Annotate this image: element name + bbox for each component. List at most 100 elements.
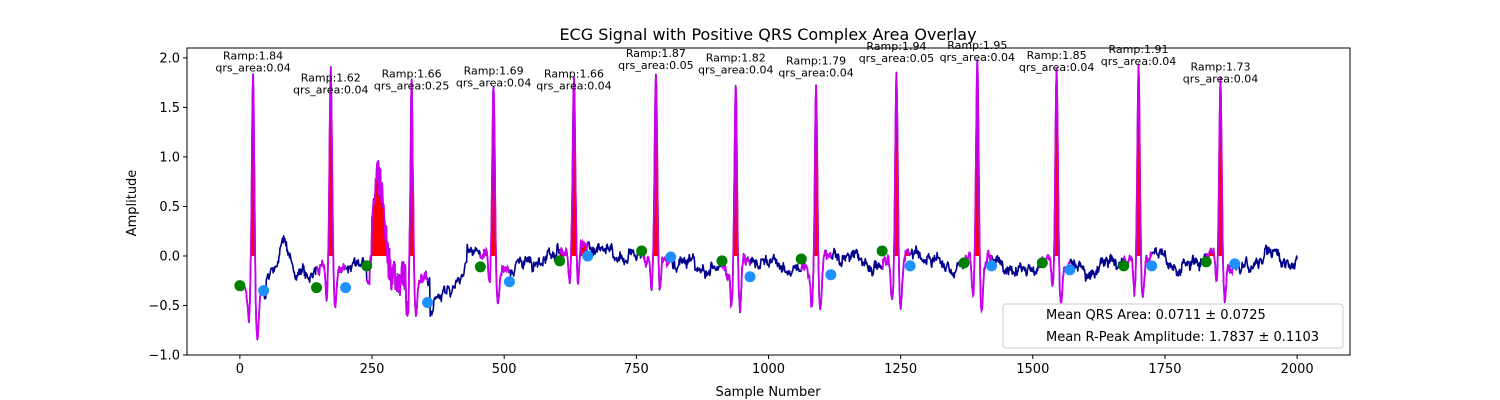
qrs-area-label: qrs_area:0.04 (940, 51, 1015, 64)
qrs-offset-marker (422, 297, 434, 309)
y-axis-ticks: −1.0 −0.5 0.0 0.5 1.0 1.5 2.0 (148, 51, 187, 364)
r-amplitude-label: Ramp:1.66 (382, 68, 442, 81)
qrs-offset-marker (665, 251, 677, 263)
qrs-offset-marker (1146, 260, 1158, 272)
r-amplitude-label: Ramp:1.91 (1109, 43, 1169, 56)
qrs-overlay-line (721, 85, 751, 313)
r-amplitude-label: Ramp:1.94 (866, 40, 926, 53)
qrs-area-label: qrs_area:0.04 (293, 84, 368, 97)
qrs-overlay-lines (239, 59, 1236, 340)
qrs-onset-marker (474, 261, 486, 273)
x-axis-label: Sample Number (715, 385, 821, 400)
qrs-overlay-line (1205, 76, 1236, 303)
qrs-offset-marker (340, 282, 352, 294)
qrs-overlay-line (315, 66, 347, 308)
qrs-area-fill (882, 72, 911, 257)
qrs-offset-marker (582, 250, 594, 262)
r-amplitude-label: Ramp:1.79 (786, 55, 846, 68)
qrs-offset-marker (1064, 264, 1076, 276)
qrs-overlay-line (365, 79, 429, 317)
legend: Mean QRS Area: 0.0711 ± 0.0725 Mean R-Pe… (1002, 303, 1344, 349)
r-amplitude-label: Ramp:1.84 (223, 50, 283, 63)
y-axis-label: Amplitude (125, 170, 140, 237)
r-amplitude-label: Ramp:1.85 (1027, 49, 1087, 62)
qrs-overlay-line (640, 74, 672, 291)
qrs-offset-marker (986, 260, 998, 272)
x-tick-label: 750 (624, 362, 649, 377)
r-amplitude-label: Ramp:1.95 (947, 39, 1007, 52)
qrs-area-label: qrs_area:0.04 (456, 77, 531, 90)
qrs-onset-marker (1200, 256, 1212, 268)
qrs-offset-marker (258, 285, 270, 297)
qrs-area-fill (801, 85, 831, 256)
legend-entry-r-amplitude: Mean R-Peak Amplitude: 1.7837 ± 0.1103 (1046, 330, 1319, 345)
r-amplitude-label: Ramp:1.69 (464, 65, 524, 78)
qrs-area-label: qrs_area:0.05 (618, 59, 693, 72)
qrs-area-fill (1206, 77, 1235, 256)
x-tick-label: 1250 (884, 362, 917, 377)
qrs-offset-marker (1229, 258, 1241, 270)
legend-entry-qrs-area: Mean QRS Area: 0.0711 ± 0.0725 (1046, 308, 1266, 323)
qrs-offset-marker (825, 269, 837, 281)
qrs-overlay-line (800, 85, 832, 310)
qrs-overlay-line (479, 86, 510, 304)
r-amplitude-label: Ramp:1.62 (301, 72, 361, 85)
x-tick-label: 1750 (1148, 362, 1181, 377)
y-tick-label: −1.0 (148, 349, 180, 364)
qrs-area-label: qrs_area:0.25 (374, 80, 449, 93)
plot-area: Ramp:1.84qrs_area:0.04Ramp:1.62qrs_area:… (215, 39, 1298, 341)
qrs-area-fill (366, 79, 428, 257)
x-axis-ticks: 0 250 500 750 1000 1250 1500 1750 2000 (236, 355, 1314, 377)
qrs-overlay-line (558, 77, 589, 285)
qrs-area-label: qrs_area:0.04 (1183, 73, 1258, 86)
qrs-area-fill (641, 74, 671, 257)
qrs-area-fill (559, 77, 588, 256)
qrs-offset-marker (904, 260, 916, 272)
qrs-area-label: qrs_area:0.05 (859, 52, 934, 65)
qrs-onset-marker (636, 245, 648, 257)
qrs-onset-marker (361, 260, 373, 272)
qrs-onset-marker (554, 255, 566, 267)
qrs-onset-marker (958, 257, 970, 269)
qrs-area-fill (316, 66, 346, 257)
x-tick-label: 250 (360, 362, 385, 377)
plot-frame (186, 47, 1351, 356)
qrs-area-fill (722, 85, 750, 256)
y-tick-label: 2.0 (159, 51, 180, 66)
qrs-area-label: qrs_area:0.04 (778, 67, 853, 80)
x-tick-label: 1000 (752, 362, 785, 377)
qrs-area-label: qrs_area:0.04 (215, 62, 290, 75)
y-tick-label: −0.5 (148, 299, 180, 314)
qrs-overlay-line (963, 59, 993, 315)
qrs-onset-marker (1036, 257, 1048, 269)
r-amplitude-label: Ramp:1.87 (626, 47, 686, 60)
qrs-area-label: qrs_area:0.04 (1101, 55, 1176, 68)
y-tick-label: 1.5 (159, 101, 180, 116)
qrs-area-label: qrs_area:0.04 (536, 80, 611, 93)
qrs-onset-marker (1118, 260, 1130, 272)
qrs-overlay-line (239, 73, 265, 340)
r-amplitude-label: Ramp:1.73 (1190, 61, 1250, 74)
qrs-onset-marker (716, 255, 728, 267)
x-tick-label: 1500 (1016, 362, 1049, 377)
qrs-onset-marker (795, 253, 807, 265)
x-tick-label: 500 (492, 362, 517, 377)
r-amplitude-label: Ramp:1.66 (544, 68, 604, 81)
qrs-overlay-line (881, 72, 911, 310)
y-tick-label: 0.5 (159, 200, 180, 215)
qrs-overlay-line (1122, 64, 1153, 298)
legend-box (1002, 303, 1344, 349)
qrs-boundary-markers (234, 245, 1241, 309)
y-tick-label: 1.0 (159, 150, 180, 165)
x-tick-label: 0 (236, 362, 244, 377)
r-amplitude-label: Ramp:1.82 (706, 52, 766, 65)
qrs-area-label: qrs_area:0.04 (698, 64, 773, 77)
y-tick-label: 0.0 (159, 249, 180, 264)
qrs-area-label: qrs_area:0.04 (1019, 61, 1094, 74)
qrs-onset-marker (876, 245, 888, 257)
qrs-onset-marker (234, 280, 246, 292)
peak-annotations: Ramp:1.84qrs_area:0.04Ramp:1.62qrs_area:… (215, 39, 1258, 97)
qrs-offset-marker (503, 276, 515, 288)
x-tick-label: 2000 (1281, 362, 1314, 377)
